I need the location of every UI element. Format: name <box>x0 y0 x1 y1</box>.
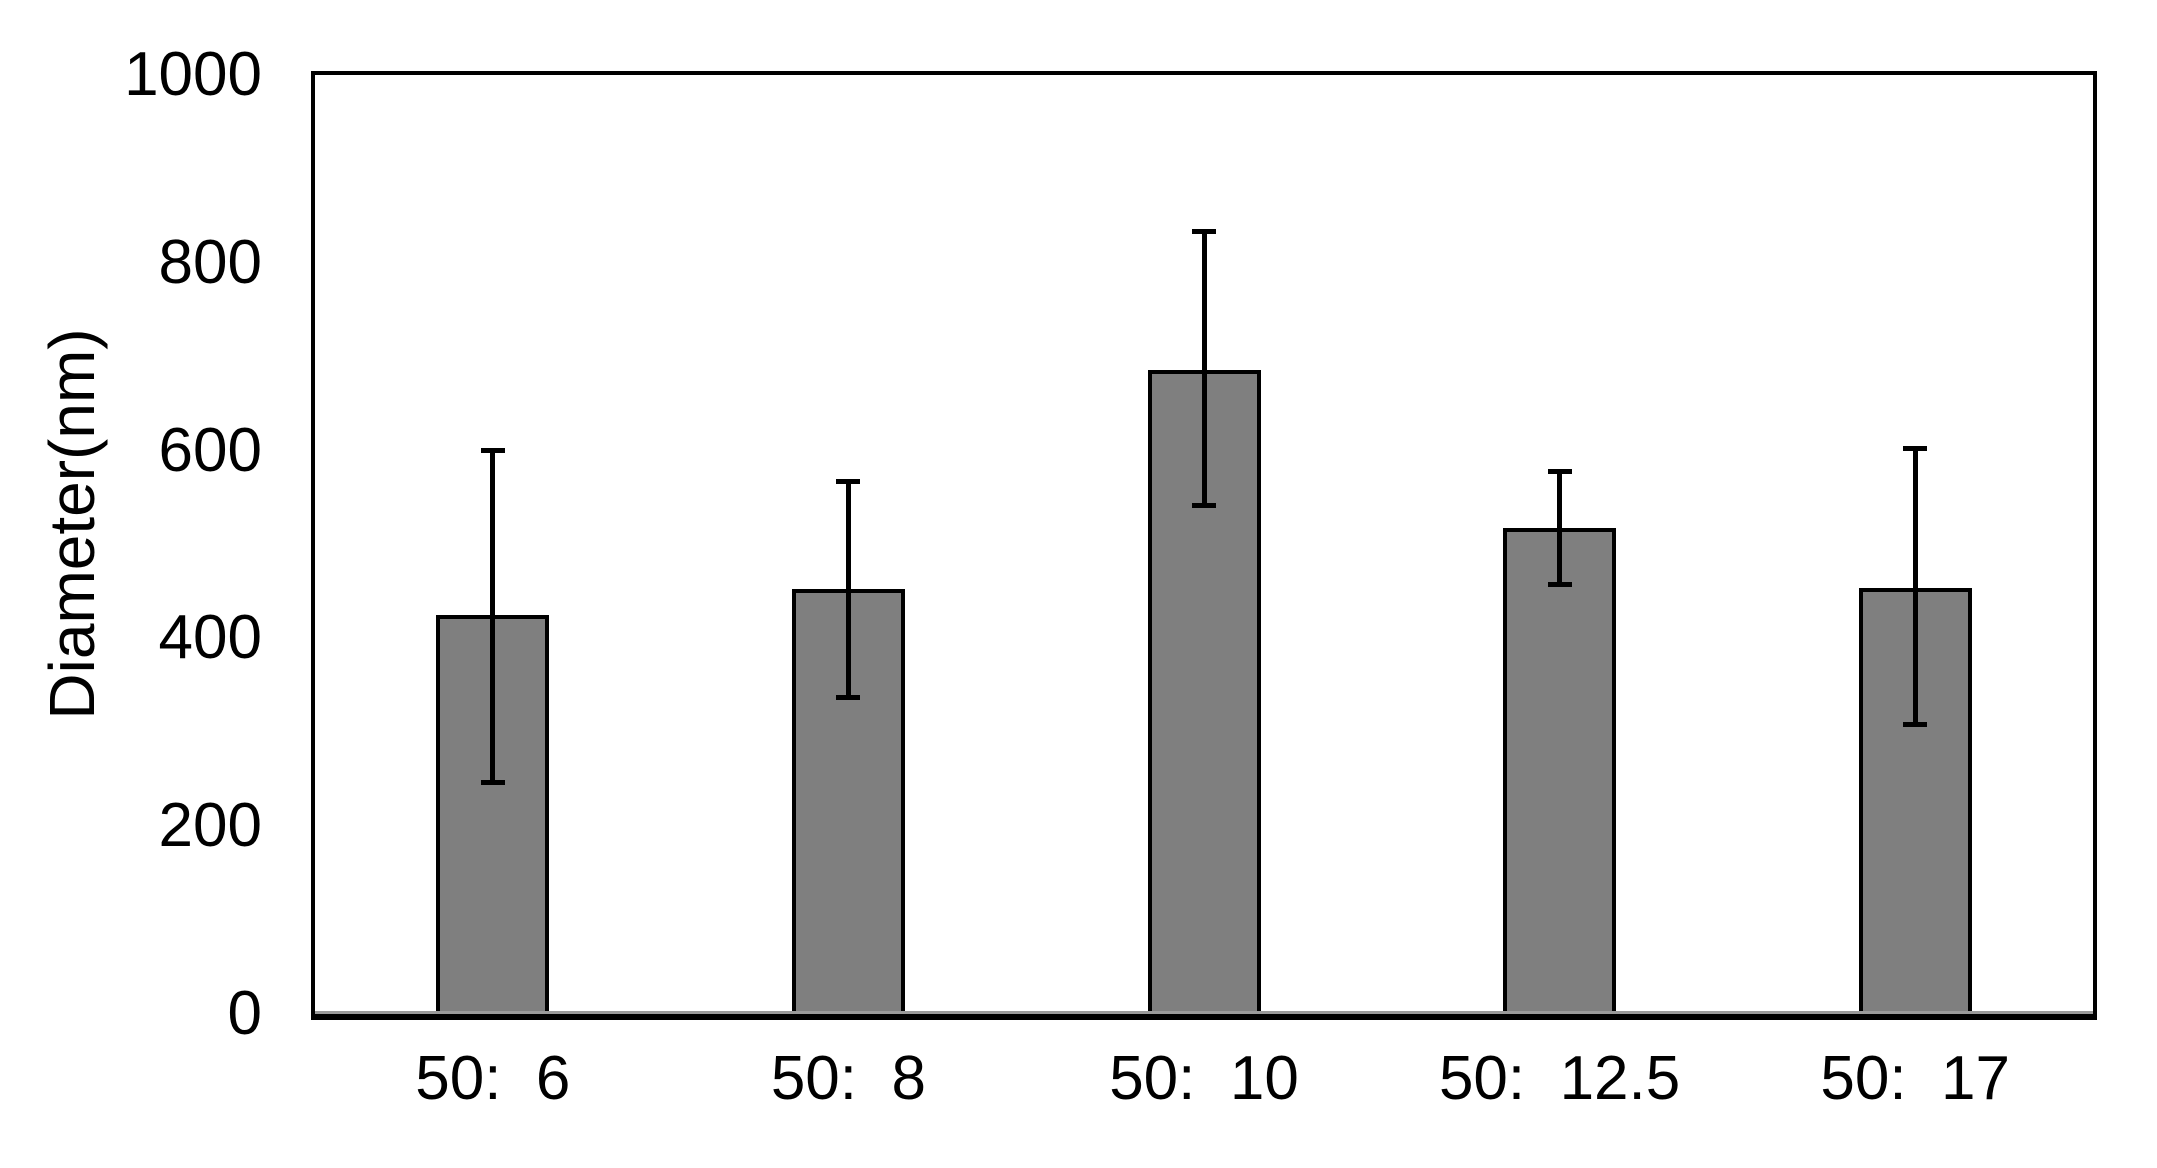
bar <box>1503 527 1617 1014</box>
plot-area-border <box>311 71 2097 1020</box>
error-bar-cap-bottom <box>836 695 861 701</box>
x-tick-label: 50: 17 <box>1820 1044 2010 1113</box>
error-bar-cap-top <box>480 448 505 454</box>
error-bar-stem <box>490 450 496 783</box>
y-tick-label: 600 <box>158 415 262 485</box>
x-tick-label: 50: 10 <box>1109 1044 1299 1113</box>
error-bar-stem <box>1201 231 1207 506</box>
error-bar-cap-bottom <box>1192 502 1216 508</box>
error-bar-stem <box>845 481 851 698</box>
error-bar-stem <box>1912 448 1918 725</box>
error-bar-cap-bottom <box>480 779 505 785</box>
y-tick-label: 400 <box>158 603 262 673</box>
y-tick-label: 800 <box>158 227 262 297</box>
plot-area <box>315 75 2093 1014</box>
x-tick-label: 50: 12.5 <box>1438 1044 1681 1113</box>
error-bar-cap-top <box>1547 468 1572 474</box>
y-tick-label: 200 <box>158 791 262 861</box>
x-tick-label: 50: 8 <box>770 1044 926 1113</box>
y-tick-label: 0 <box>227 979 262 1048</box>
error-bar-cap-top <box>836 479 861 485</box>
error-bar-stem <box>1557 471 1563 585</box>
x-tick-label: 50: 6 <box>415 1044 571 1113</box>
error-bar-cap-bottom <box>1903 722 1928 728</box>
y-tick-label: 1000 <box>124 40 262 109</box>
x-axis-shadow-line <box>315 1011 2093 1014</box>
error-bar-cap-bottom <box>1547 582 1572 588</box>
error-bar-cap-top <box>1903 446 1928 452</box>
error-bar-cap-top <box>1192 229 1216 235</box>
